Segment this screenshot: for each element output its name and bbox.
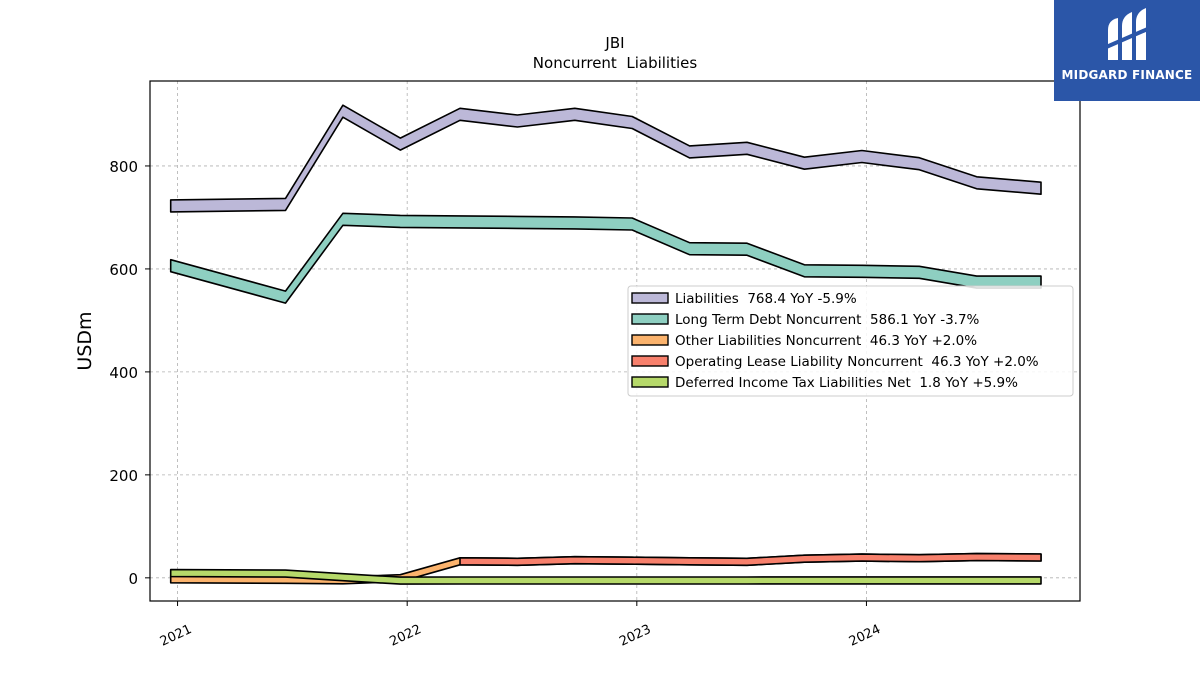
brand-name: MIDGARD FINANCE (1061, 68, 1193, 82)
y-tick-label: 600 (109, 261, 138, 279)
series-layer (169, 104, 1042, 585)
y-tick-label: 200 (109, 467, 138, 485)
legend-entry: Deferred Income Tax Liabilities Net 1.8 … (675, 375, 1018, 391)
y-axis-label: USDm (74, 311, 96, 370)
x-tick-label: 2023 (617, 622, 653, 650)
y-tick-label: 0 (128, 570, 138, 588)
legend-swatch (631, 355, 669, 367)
chart-subtitle: Noncurrent Liabilities (533, 54, 698, 72)
legend-swatch (631, 313, 669, 325)
legend-swatch (631, 376, 669, 388)
x-tick-label: 2022 (388, 622, 424, 650)
x-tick-label: 2021 (158, 622, 194, 650)
y-tick-label: 800 (109, 158, 138, 176)
series-band-1 (169, 104, 1042, 213)
legend-swatch (631, 334, 669, 346)
legend-box (627, 285, 1074, 397)
brand-mark-icon (1103, 8, 1151, 60)
x-axis: 2021 2022 2023 2024 (158, 601, 883, 650)
legend-entry: Other Liabilities Noncurrent 46.3 YoY +2… (675, 333, 977, 349)
brand-logo: MIDGARD FINANCE (1054, 0, 1200, 101)
legend-swatch (631, 292, 669, 304)
y-axis: 0 200 400 600 800 (109, 158, 150, 588)
series-band-5 (169, 568, 1042, 585)
series-band-4 (459, 552, 1042, 567)
x-tick-label: 2024 (847, 622, 883, 650)
legend: Liabilities 768.4 YoY -5.9% Long Term Deb… (627, 285, 1074, 397)
legend-entry: Operating Lease Liability Noncurrent 46.… (675, 354, 1039, 370)
legend-entry: Liabilities 768.4 YoY -5.9% (675, 291, 857, 307)
plot-frame (149, 80, 1081, 602)
chart-title: JBI (604, 34, 624, 52)
y-tick-label: 400 (109, 364, 138, 382)
legend-entry: Long Term Debt Noncurrent 586.1 YoY -3.7… (675, 312, 980, 328)
